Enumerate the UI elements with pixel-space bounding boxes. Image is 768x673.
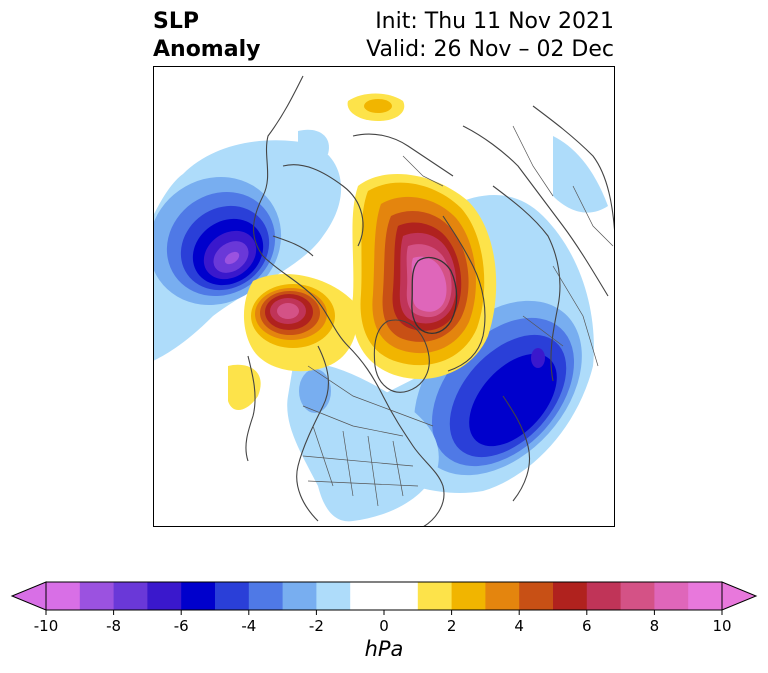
colorbar-swatch <box>654 582 689 610</box>
colorbar-swatch <box>147 582 182 610</box>
country-borders <box>302 125 614 507</box>
map-frame <box>153 66 615 527</box>
colorbar-swatch <box>79 582 115 610</box>
colorbar-swatch <box>215 582 250 610</box>
colorbar-tick-label: -4 <box>241 617 256 635</box>
colorbar-ticks: -10 -8 -6 -4 -2 0 2 4 6 8 10 <box>34 610 732 635</box>
east-siberia-negative-anomaly <box>553 136 608 213</box>
colorbar-swatch <box>586 582 622 610</box>
colorbar-swatch <box>181 582 216 610</box>
colorbar-tick-label: 4 <box>514 617 524 635</box>
colorbar-swatch <box>553 582 588 610</box>
colorbar-swatch <box>282 582 317 610</box>
init-date-label: Init: Thu 11 Nov 2021 <box>375 9 614 34</box>
colorbar-swatch <box>316 582 351 610</box>
colorbar-swatch <box>519 582 554 610</box>
siberia-high-core <box>364 99 392 113</box>
colorbar-tick-label: 2 <box>447 617 457 635</box>
valid-range-label: Valid: 26 Nov – 02 Dec <box>366 37 614 62</box>
variable-label: SLP <box>153 9 199 34</box>
colorbar-tick-label: 8 <box>650 617 660 635</box>
colorbar-swatch <box>350 582 385 610</box>
type-label: Anomaly <box>153 37 261 62</box>
slp-anomaly-map <box>153 66 615 527</box>
colorbar-tick-label: 10 <box>712 617 731 635</box>
greenland-coastline <box>411 257 458 335</box>
colorbar-extend-max <box>721 581 758 611</box>
colorbar-swatch <box>417 582 453 610</box>
colorbar-swatch <box>384 582 419 610</box>
colorbar-swatch <box>485 582 520 610</box>
colorbar-extend-min <box>10 581 47 611</box>
colorbar: -10 -8 -6 -4 -2 0 2 4 6 8 10 hPa <box>10 581 758 656</box>
colorbar-tick-label: -8 <box>106 617 121 635</box>
colorbar-swatch <box>248 582 284 610</box>
bering-negative-anomaly <box>298 129 329 158</box>
colorbar-tick-label: 6 <box>582 617 592 635</box>
colorbar-tick-label: -10 <box>34 617 59 635</box>
colorbar-swatch <box>451 582 486 610</box>
colorbar-tick-label: -2 <box>309 617 324 635</box>
colorbar-swatches <box>10 581 758 611</box>
colorbar-tick-label: -6 <box>174 617 189 635</box>
colorbar-swatch <box>620 582 655 610</box>
alaska-high-anomaly <box>228 273 357 411</box>
colorbar-swatch <box>113 582 148 610</box>
arctic-high-anomaly <box>352 174 497 380</box>
colorbar-swatch <box>688 582 723 610</box>
pacific-low-anomaly <box>153 140 342 361</box>
colorbar-tick-label: 0 <box>379 617 389 635</box>
colorbar-unit-label: hPa <box>365 637 404 656</box>
map-title-right: Init: Thu 11 Nov 2021 Valid: 26 Nov – 02… <box>366 8 614 64</box>
colorbar-swatch <box>46 582 81 610</box>
coastlines <box>245 75 615 527</box>
map-title-left: SLP Anomaly <box>153 8 260 64</box>
